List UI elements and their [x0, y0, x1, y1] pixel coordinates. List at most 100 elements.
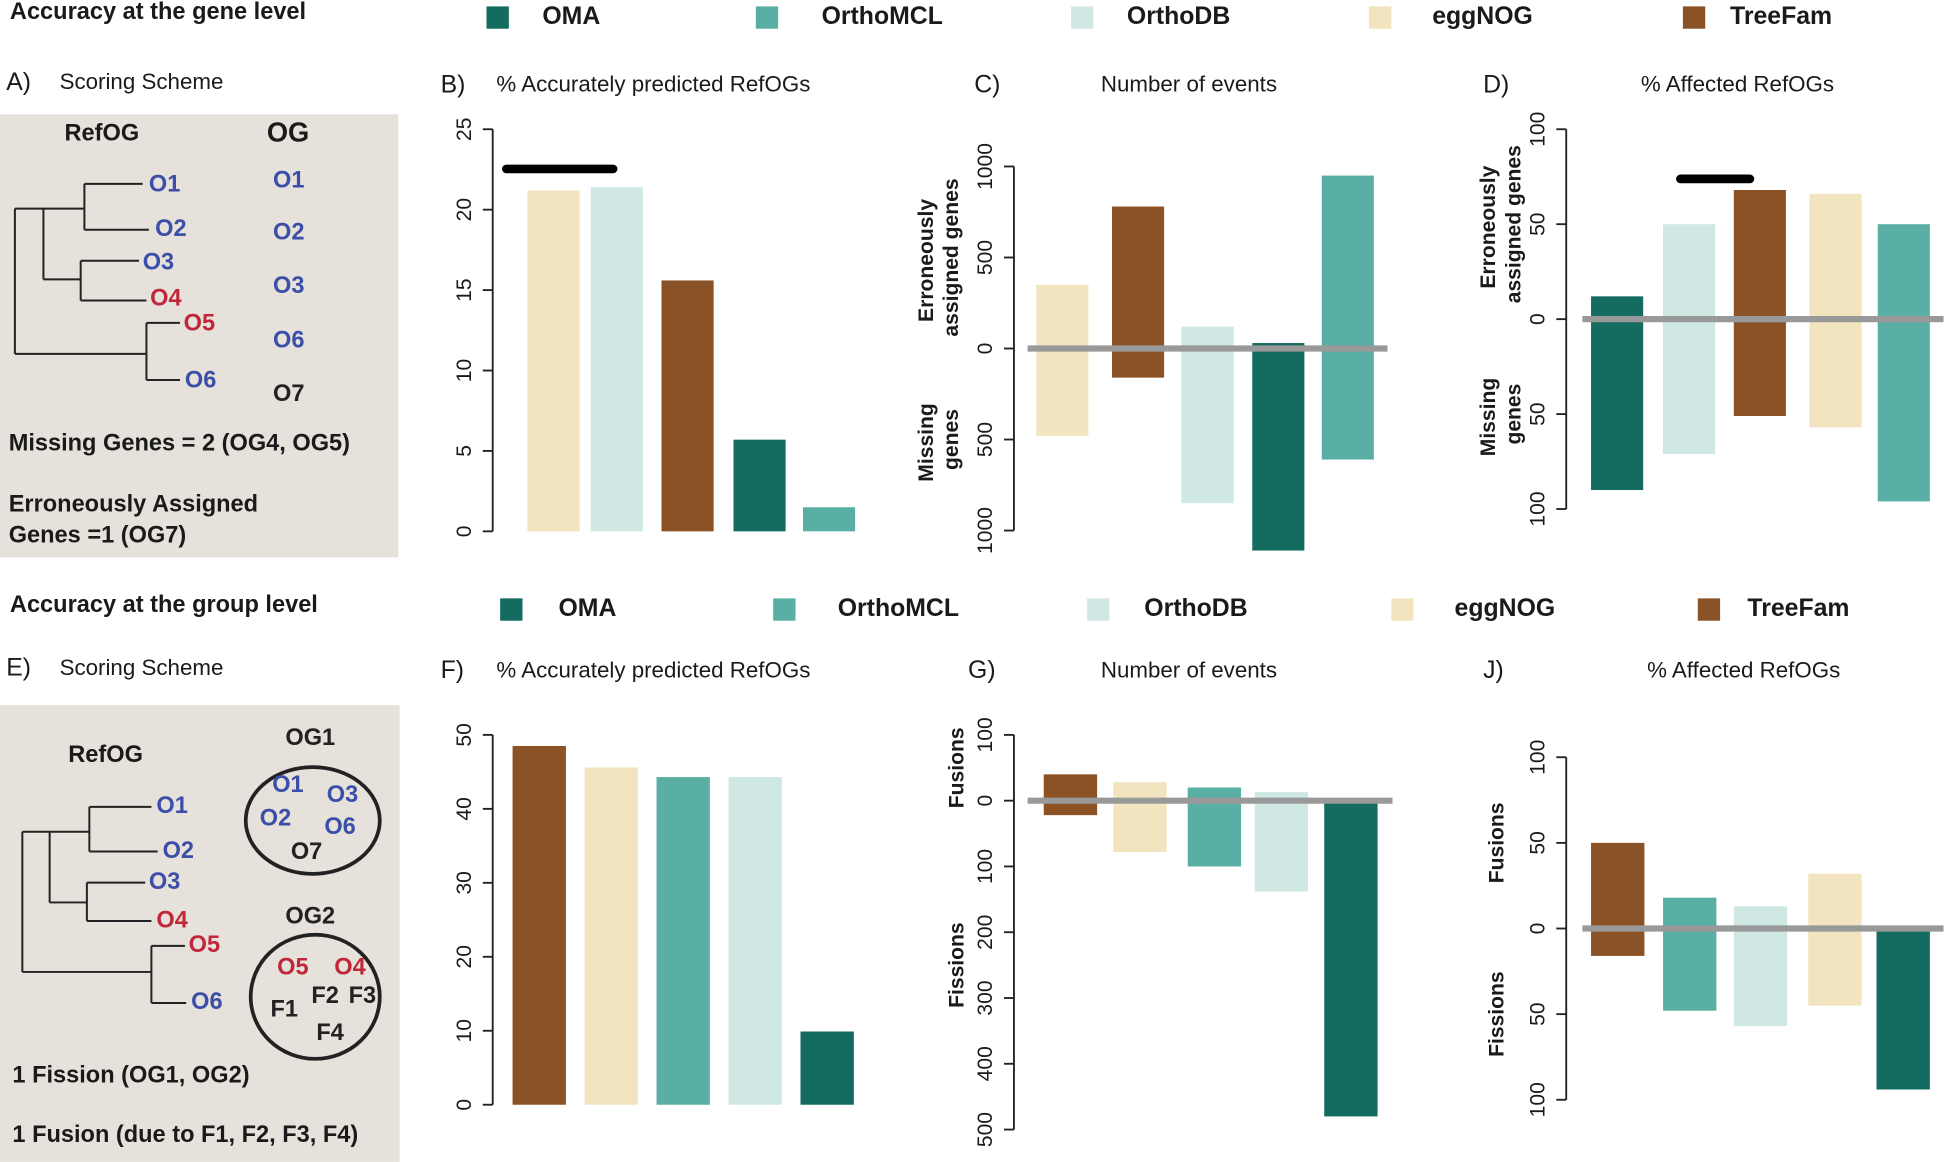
- legend-label: eggNOG: [1432, 3, 1533, 30]
- note: Genes =1 (OG7): [9, 522, 187, 548]
- y-tick-label: 500: [974, 1112, 997, 1147]
- panel-label: D): [1483, 71, 1509, 98]
- legend-swatch: [486, 6, 509, 29]
- bar: [1321, 175, 1374, 349]
- bar: [1043, 774, 1098, 801]
- section-title: Accuracy at the group level: [10, 591, 318, 617]
- y-tick-label: 100: [1527, 740, 1550, 775]
- legend-label: TreeFam: [1747, 595, 1849, 622]
- y-tick-label: 0: [1527, 313, 1550, 325]
- group-member: O7: [291, 838, 322, 864]
- bar: [802, 507, 856, 532]
- y-tick-label: 100: [1527, 1082, 1550, 1117]
- series-label: Missing genes: [914, 397, 962, 481]
- series-label: Fissions: [1486, 971, 1509, 1057]
- refog-label: RefOG: [65, 119, 140, 145]
- legend-swatch: [1071, 6, 1094, 29]
- legend-swatch: [1087, 598, 1110, 621]
- leaf: O3: [143, 249, 174, 275]
- bar: [1877, 224, 1930, 320]
- y-tick-label: 0: [453, 1099, 476, 1111]
- panel-label: E): [6, 655, 31, 682]
- legend-swatch: [1391, 598, 1414, 621]
- leaf: O5: [184, 309, 215, 335]
- legend-label: OrthoDB: [1144, 595, 1247, 622]
- series-label: Fusions: [946, 727, 969, 808]
- leaf: O3: [149, 868, 180, 894]
- bar: [728, 777, 782, 1105]
- bar: [1036, 284, 1089, 349]
- group-label: OG1: [285, 724, 335, 750]
- group-member: F1: [270, 996, 298, 1022]
- y-tick-label: 30: [453, 871, 476, 894]
- bar: [1036, 348, 1089, 436]
- y-tick-label: 10: [453, 359, 476, 382]
- bar: [1254, 792, 1309, 801]
- bar: [1112, 348, 1165, 378]
- y-tick-label: 100: [1527, 491, 1550, 526]
- y-tick-label: 50: [453, 723, 476, 746]
- scheme-box: [0, 705, 400, 1162]
- bar: [584, 767, 638, 1105]
- series-label: Erroneously assigned genes: [1477, 145, 1525, 303]
- y-tick-label: 500: [974, 422, 997, 457]
- legend-swatch: [773, 598, 796, 621]
- chart-title: % Accurately predicted RefOGs: [496, 72, 810, 97]
- group-member: O5: [277, 953, 308, 979]
- y-tick-label: 100: [974, 717, 997, 752]
- panel-label: C): [974, 71, 1000, 98]
- section-title: Accuracy at the gene level: [10, 0, 306, 24]
- bar: [1733, 928, 1788, 1027]
- bar: [661, 280, 714, 532]
- legend-label: OrthoMCL: [838, 595, 959, 622]
- panel-label: J): [1483, 657, 1504, 684]
- bar: [1733, 906, 1788, 929]
- y-tick-label: 5: [453, 445, 476, 457]
- y-tick-label: 300: [974, 980, 997, 1015]
- group-member: O1: [272, 771, 303, 797]
- y-tick-label: 500: [974, 240, 997, 275]
- y-tick-label: 1000: [974, 143, 997, 190]
- note: 1 Fission (OG1, OG2): [12, 1061, 249, 1087]
- bar: [527, 190, 580, 532]
- bar: [733, 439, 786, 532]
- y-tick-label: 50: [1527, 831, 1550, 854]
- series-label-line: Erroneously: [914, 193, 937, 322]
- leaf: O2: [163, 837, 194, 863]
- og-member: O6: [273, 327, 304, 353]
- panel-label: G): [968, 657, 996, 684]
- bar: [1809, 193, 1862, 320]
- bar: [1809, 319, 1862, 428]
- bar: [1591, 842, 1645, 929]
- leaf: O6: [191, 988, 222, 1014]
- bar: [1181, 348, 1234, 504]
- y-tick-label: 40: [453, 797, 476, 820]
- legend-swatch: [755, 6, 779, 29]
- bar: [1591, 296, 1644, 320]
- bar: [1591, 928, 1645, 956]
- bar: [1324, 800, 1378, 1117]
- chart-title: % Accurately predicted RefOGs: [496, 658, 810, 683]
- y-tick-label: 20: [453, 198, 476, 221]
- scheme-title: Scoring Scheme: [60, 69, 224, 94]
- series-label: Erroneously assigned genes: [914, 178, 962, 336]
- group-member: O2: [260, 805, 291, 831]
- y-tick-label: 50: [1527, 1002, 1550, 1025]
- bar: [1113, 800, 1167, 852]
- group-member: F2: [311, 982, 339, 1008]
- leaf: O1: [149, 170, 180, 196]
- og-member: O3: [273, 272, 304, 298]
- leaf: O4: [150, 285, 181, 311]
- tree: [21, 805, 187, 1004]
- group-label: OG2: [285, 903, 335, 929]
- scheme-box: [0, 114, 399, 558]
- legend-swatch: [1682, 6, 1706, 29]
- bar: [1663, 319, 1716, 454]
- y-tick-label: 50: [1527, 212, 1550, 235]
- panel-label: B): [441, 71, 466, 98]
- note: Erroneously Assigned: [9, 491, 258, 517]
- series-label-line: genes: [940, 409, 963, 470]
- bar: [1112, 206, 1165, 349]
